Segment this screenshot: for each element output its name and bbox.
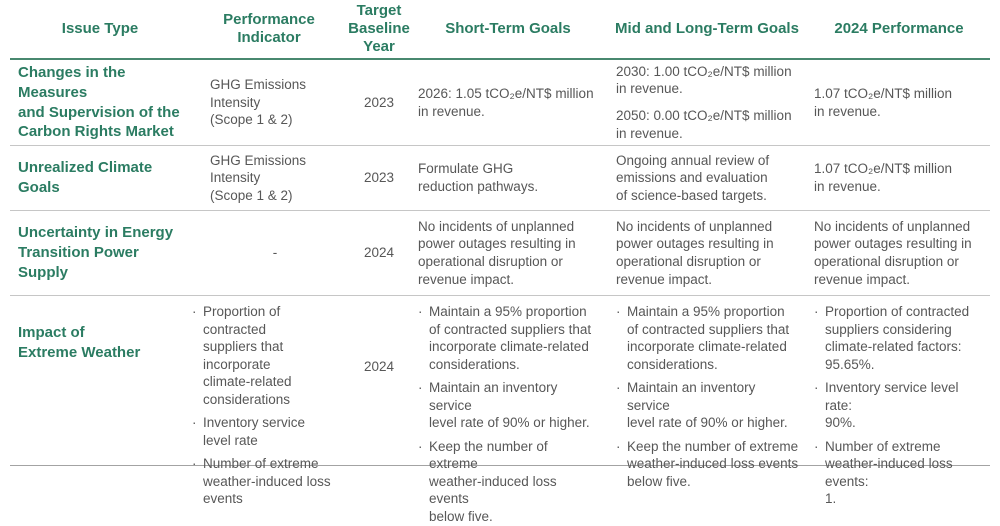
list-item-text: 2030: 1.00 tCO₂e/NT$ million in revenue.: [616, 63, 792, 97]
list-item: 2030: 1.00 tCO₂e/NT$ million in revenue.: [616, 63, 800, 98]
column-header-2024-performance: 2024 Performance: [834, 20, 964, 38]
list-item: 2050: 0.00 tCO₂e/NT$ million in revenue.: [616, 107, 800, 142]
bullet-icon: ·: [418, 304, 423, 319]
short-term-goals-cell: 2026: 1.05 tCO₂e/NT$ million in revenue.: [418, 85, 594, 119]
performance-2024-cell: 1.07 tCO₂e/NT$ million in revenue.: [814, 161, 953, 194]
list-item: · Number of extreme weather-induced loss …: [814, 438, 988, 508]
target-baseline-year-cell: 2024: [363, 359, 395, 374]
bullet-icon: ·: [616, 438, 621, 454]
list-item-text: Number of extreme weather-induced loss e…: [203, 456, 331, 507]
mid-long-term-goals-cell: · Maintain a 95% proportion of contracted…: [606, 296, 808, 526]
list-item-text: Maintain a 95% proportion of contracted …: [429, 304, 592, 372]
bullet-icon: ·: [814, 304, 819, 319]
short-term-goals-cell: Formulate GHG reduction pathways.: [418, 161, 539, 194]
bullet-icon: ·: [814, 438, 819, 454]
bullet-icon: ·: [814, 380, 819, 396]
list-item-text: Inventory service level rate: 90%.: [825, 380, 959, 431]
list-item-text: Keep the number of extreme weather-induc…: [429, 438, 557, 525]
list-item: · Proportion of contracted suppliers that…: [192, 303, 340, 408]
bullet-icon: ·: [192, 456, 197, 472]
list-item: · Maintain an inventory service level rat…: [616, 379, 800, 432]
report-page: { "ui": { "bullet_char": "·", "accent_gr…: [10, 0, 990, 525]
target-baseline-year-cell: 2023: [363, 170, 395, 186]
column-header-mid-long-term-goals: Mid and Long-Term Goals: [615, 20, 799, 38]
list-item-text: Maintain an inventory service level rate…: [627, 380, 788, 431]
list-item-text: Inventory service level rate: [203, 415, 306, 448]
performance-indicator-cell: GHG Emissions Intensity (Scope 1 & 2): [210, 152, 307, 203]
column-header-short-term-goals: Short-Term Goals: [445, 20, 571, 38]
climate-goals-table: Issue Type Performance Indicator Target …: [10, 0, 990, 524]
issue-type-cell: Impact of Extreme Weather: [18, 324, 141, 361]
list-item-text: Proportion of contracted suppliers consi…: [825, 304, 970, 372]
bullet-icon: ·: [418, 438, 423, 454]
issue-type-cell: Unrealized Climate Goals: [18, 159, 153, 196]
mid-long-term-goals-cell: 2030: 1.00 tCO₂e/NT$ million in revenue.…: [606, 60, 808, 145]
header-row: Issue Type Performance Indicator Target …: [10, 0, 990, 60]
list-item: · Keep the number of extreme weather-indu…: [418, 438, 600, 526]
performance-2024-cell: 1.07 tCO₂e/NT$ million in revenue.: [814, 85, 953, 119]
performance-2024-cell: · Proportion of contracted suppliers cons…: [808, 296, 990, 526]
list-item: · Maintain a 95% proportion of contracted…: [418, 303, 600, 373]
list-item: · Keep the number of extreme weather-indu…: [616, 438, 800, 491]
column-header-target-baseline-year: Target Baseline Year: [348, 2, 410, 55]
bullet-icon: ·: [616, 380, 621, 396]
list-item: · Maintain a 95% proportion of contracted…: [616, 303, 800, 373]
bullet-icon: ·: [192, 304, 197, 319]
short-term-goals-cell: · Maintain a 95% proportion of contracted…: [410, 296, 606, 526]
list-item: · Inventory service level rate: [192, 414, 340, 449]
list-item-text: Keep the number of extreme weather-induc…: [627, 438, 799, 489]
performance-indicator-cell: · Proportion of contracted suppliers that…: [190, 296, 348, 526]
list-item-text: Maintain an inventory service level rate…: [429, 380, 590, 431]
table-row-energy-transition-power-supply: Uncertainty in Energy Transition Power S…: [10, 211, 990, 296]
mid-long-term-goals-cell: No incidents of unplanned power outages …: [616, 218, 774, 287]
list-item-text: Proportion of contracted suppliers that …: [203, 304, 292, 407]
target-baseline-year-cell: 2024: [363, 245, 395, 261]
column-header-performance-indicator: Performance Indicator: [223, 11, 315, 46]
list-item: · Proportion of contracted suppliers cons…: [814, 303, 988, 373]
list-item: · Inventory service level rate: 90%.: [814, 379, 988, 432]
list-item-text: Number of extreme weather-induced loss e…: [825, 438, 953, 507]
table-row-carbon-rights-market: Changes in the Measures and Supervision …: [10, 60, 990, 146]
list-item-text: Maintain a 95% proportion of contracted …: [627, 304, 790, 372]
list-item-text: 2050: 0.00 tCO₂e/NT$ million in revenue.: [616, 108, 792, 141]
list-item: · Number of extreme weather-induced loss …: [192, 455, 340, 508]
issue-type-cell: Changes in the Measures and Supervision …: [18, 63, 180, 141]
bullet-icon: ·: [616, 304, 621, 319]
table-row-unrealized-climate-goals: Unrealized Climate Goals GHG Emissions I…: [10, 146, 990, 211]
short-term-goals-cell: No incidents of unplanned power outages …: [418, 218, 576, 287]
bullet-icon: ·: [418, 380, 423, 396]
mid-long-term-goals-cell: Ongoing annual review of emissions and e…: [616, 152, 770, 203]
list-item: · Maintain an inventory service level rat…: [418, 379, 600, 432]
table-row-impact-of-extreme-weather: Impact of Extreme Weather · Proportion of…: [10, 296, 990, 524]
performance-2024-cell: No incidents of unplanned power outages …: [814, 218, 972, 287]
performance-indicator-cell: -: [272, 245, 278, 261]
column-header-issue-type: Issue Type: [61, 20, 139, 38]
target-baseline-year-cell: 2023: [363, 94, 395, 110]
issue-type-cell: Uncertainty in Energy Transition Power S…: [18, 224, 174, 281]
performance-indicator-cell: GHG Emissions Intensity (Scope 1 & 2): [210, 77, 307, 128]
bullet-icon: ·: [192, 415, 197, 431]
